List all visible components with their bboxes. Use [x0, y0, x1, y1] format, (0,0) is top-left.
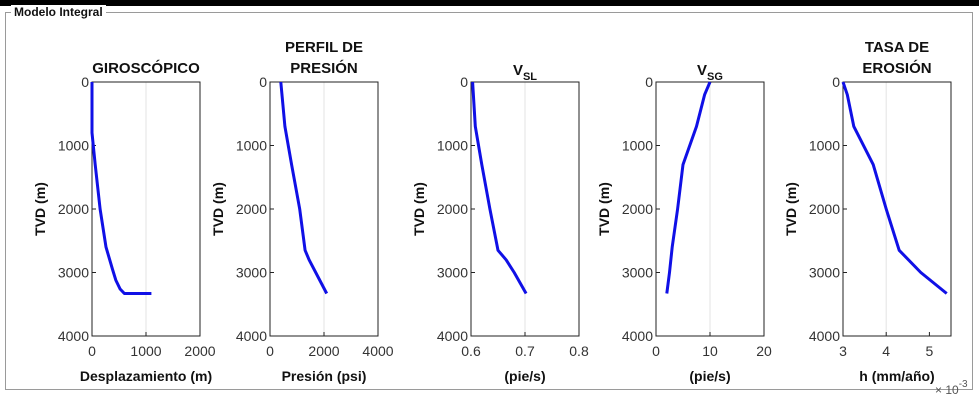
x-tick-label: 4 — [882, 343, 890, 359]
y-tick-label: 4000 — [58, 328, 89, 344]
y-tick-label: 1000 — [809, 138, 840, 154]
y-tick-label: 3000 — [58, 265, 89, 281]
series-line — [90, 82, 152, 295]
window-top-bar — [0, 0, 979, 6]
y-tick-label: 4000 — [437, 328, 468, 344]
y-tick-label: 1000 — [236, 138, 267, 154]
y-tick-label: 2000 — [58, 201, 89, 217]
y-tick-label: 1000 — [622, 138, 653, 154]
y-tick-label: 1000 — [58, 138, 89, 154]
y-tick-label: 3000 — [236, 265, 267, 281]
y-tick-label: 2000 — [236, 201, 267, 217]
x-multiplier: × 10-3 — [935, 379, 968, 394]
x-tick-label: 3 — [839, 343, 847, 359]
chart-title: PRESIÓN — [290, 59, 358, 77]
series-line — [841, 81, 948, 295]
chart-title: GIROSCÓPICO — [92, 59, 200, 77]
x-tick-label: 2000 — [308, 343, 339, 359]
y-tick-label: 3000 — [622, 265, 653, 281]
y-tick-label: 3000 — [437, 265, 468, 281]
chart-title: VSL — [513, 62, 537, 83]
chart-title: VSG — [697, 62, 723, 83]
x-axis-label: Desplazamiento (m) — [80, 368, 212, 384]
x-tick-label: 0 — [266, 343, 274, 359]
y-tick-label: 0 — [259, 74, 267, 90]
x-tick-label: 1000 — [130, 343, 161, 359]
panel-title: Modelo Integral — [11, 5, 106, 19]
x-tick-label: 0.6 — [461, 343, 481, 359]
y-axis-label: TVD (m) — [32, 182, 48, 236]
y-axis-label: TVD (m) — [411, 182, 427, 236]
x-tick-label: 4000 — [362, 343, 393, 359]
y-tick-label: 2000 — [437, 201, 468, 217]
x-tick-label: 0.8 — [569, 343, 589, 359]
y-tick-label: 1000 — [437, 138, 468, 154]
chart-title: EROSIÓN — [862, 59, 931, 77]
y-tick-label: 0 — [81, 74, 89, 90]
y-tick-label: 2000 — [622, 201, 653, 217]
x-tick-label: 20 — [756, 343, 772, 359]
x-axis-label: (pie/s) — [504, 368, 545, 384]
y-tick-label: 4000 — [622, 328, 653, 344]
x-tick-label: 10 — [702, 343, 718, 359]
chart-title: TASA DE — [865, 39, 929, 56]
y-tick-label: 3000 — [809, 265, 840, 281]
x-tick-label: 0.7 — [515, 343, 535, 359]
y-tick-label: 0 — [645, 74, 653, 90]
y-tick-label: 4000 — [236, 328, 267, 344]
y-tick-label: 0 — [832, 74, 840, 90]
y-axis-label: TVD (m) — [783, 182, 799, 236]
plot-box — [842, 81, 952, 337]
x-axis-label: h (mm/año) — [859, 368, 934, 384]
series-line — [279, 81, 329, 295]
y-tick-label: 2000 — [809, 201, 840, 217]
y-axis-label: TVD (m) — [210, 182, 226, 236]
panel-frame — [5, 12, 973, 390]
y-axis-label: TVD (m) — [596, 182, 612, 236]
series-line — [665, 81, 712, 294]
x-tick-label: 0 — [88, 343, 96, 359]
x-tick-label: 0 — [652, 343, 660, 359]
x-axis-label: Presión (psi) — [282, 368, 367, 384]
series-line — [471, 81, 528, 295]
chart-title: PERFIL DE — [285, 39, 363, 56]
y-tick-label: 4000 — [809, 328, 840, 344]
x-tick-label: 2000 — [184, 343, 215, 359]
x-tick-label: 5 — [926, 343, 934, 359]
y-tick-label: 0 — [460, 74, 468, 90]
x-axis-label: (pie/s) — [689, 368, 730, 384]
